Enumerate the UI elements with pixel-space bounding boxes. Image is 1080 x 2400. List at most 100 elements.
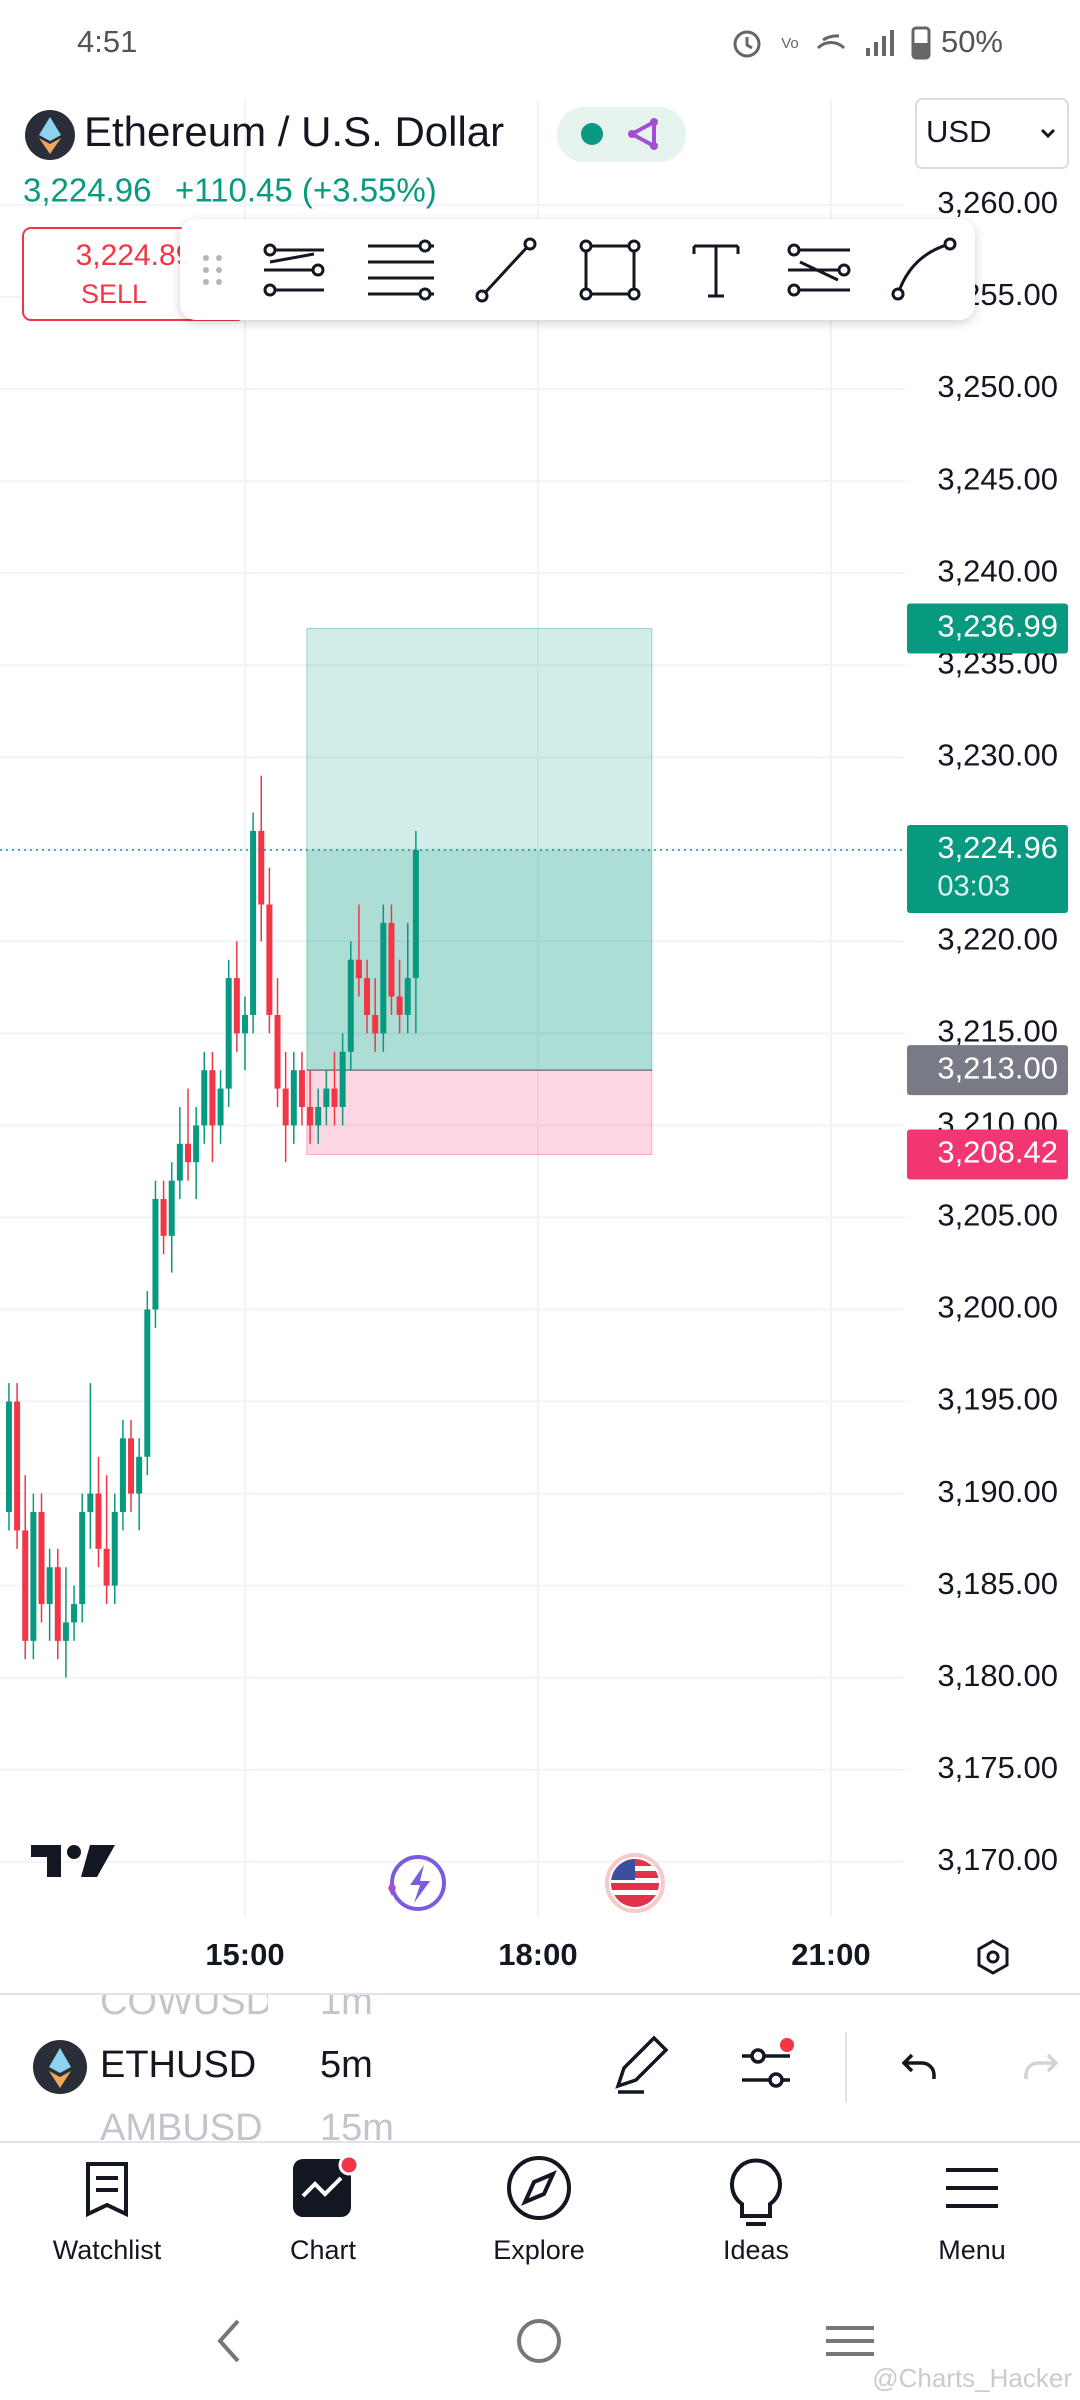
candle-body bbox=[323, 1088, 330, 1107]
target-price-label: 3,236.99 bbox=[937, 609, 1058, 644]
candle-body bbox=[380, 922, 387, 1034]
candle-body bbox=[266, 904, 273, 1015]
candle-body bbox=[298, 1070, 305, 1107]
candle-body bbox=[168, 1180, 175, 1236]
explore-icon[interactable] bbox=[507, 2156, 571, 2220]
slider-knob bbox=[768, 2072, 784, 2088]
entry-price-label-bg bbox=[907, 1045, 1068, 1096]
chart-icon[interactable] bbox=[293, 2159, 351, 2217]
undo[interactable] bbox=[901, 2053, 936, 2079]
current-interval[interactable]: 5m bbox=[320, 2044, 373, 2086]
nav-label[interactable]: Chart bbox=[290, 2235, 357, 2265]
candle-body bbox=[250, 830, 257, 1015]
eth-logo bbox=[25, 110, 75, 160]
menu-icon[interactable] bbox=[946, 2168, 998, 2208]
candle-body bbox=[282, 1088, 289, 1126]
compass-needle bbox=[521, 2170, 557, 2206]
watermark: @Charts_Hacker bbox=[872, 2363, 1072, 2393]
symbol-title[interactable]: Ethereum / U.S. Dollar bbox=[84, 108, 504, 155]
y-tick-label: 3,190.00 bbox=[937, 1474, 1058, 1509]
y-tick-label: 3,245.00 bbox=[937, 461, 1058, 496]
chart-badge bbox=[338, 2154, 360, 2176]
y-tick-label: 3,185.00 bbox=[937, 1566, 1058, 1601]
alerts-icon[interactable] bbox=[388, 1855, 446, 1911]
system-recents[interactable] bbox=[826, 2326, 874, 2356]
market-status-pill[interactable] bbox=[557, 107, 686, 162]
tradingview-logo bbox=[31, 1845, 115, 1877]
ideas-icon[interactable] bbox=[730, 2158, 782, 2226]
battery: 50% bbox=[941, 24, 1003, 59]
watchlist-icon[interactable] bbox=[86, 2162, 128, 2218]
candle-body bbox=[184, 1143, 191, 1163]
last-price-label: 3,224.96 bbox=[937, 830, 1058, 865]
candle-body bbox=[233, 978, 240, 1034]
candle-body bbox=[315, 1106, 322, 1126]
slider-knob bbox=[750, 2048, 766, 2064]
candle-body bbox=[71, 1604, 78, 1623]
nav-label[interactable]: Watchlist bbox=[53, 2235, 162, 2265]
candle-body bbox=[217, 1088, 224, 1126]
candle-body bbox=[241, 1014, 248, 1034]
candle-body bbox=[193, 1125, 200, 1163]
next-interval: 15m bbox=[320, 2107, 394, 2149]
candle-body bbox=[14, 1401, 21, 1531]
y-tick-label: 3,205.00 bbox=[937, 1198, 1058, 1233]
current-symbol[interactable]: ETHUSD bbox=[100, 2044, 256, 2086]
last-price: 3,224.96 bbox=[23, 172, 151, 209]
candle-body bbox=[144, 1309, 151, 1457]
nav-label[interactable]: Explore bbox=[493, 2235, 585, 2265]
chart-settings[interactable] bbox=[977, 1939, 1009, 1975]
candle-body bbox=[152, 1199, 159, 1310]
currency-label: USD bbox=[926, 114, 991, 149]
sell-price: 3,224.89 bbox=[76, 239, 193, 272]
entry-price-label: 3,213.00 bbox=[937, 1050, 1058, 1085]
symbol-bar[interactable]: COWUSD ETHUSD AMBUSD 1m 5m 15m bbox=[100, 1981, 394, 2149]
time-axis: 15:00 18:00 21:00 bbox=[205, 1937, 870, 1972]
candle-body bbox=[388, 922, 395, 997]
next-symbol: AMBUSD bbox=[100, 2107, 263, 2149]
y-tick-label: 3,260.00 bbox=[937, 185, 1058, 220]
candle-body bbox=[339, 1051, 346, 1107]
candle-body bbox=[258, 830, 265, 905]
status-time: 4:51 bbox=[77, 24, 137, 59]
drawing-toolbar[interactable] bbox=[180, 219, 975, 320]
y-tick-label: 3,250.00 bbox=[937, 369, 1058, 404]
candle-body bbox=[347, 959, 354, 1052]
open-profit-zone bbox=[306, 849, 652, 1071]
chart-area[interactable]: 3,170.00 3,175.00 3,180.00 3,185.00 3,190.00… bbox=[0, 100, 1080, 1917]
candle-body bbox=[46, 1567, 53, 1605]
sell-label: SELL bbox=[81, 279, 147, 309]
candle-body bbox=[119, 1438, 126, 1512]
nav-label[interactable]: Ideas bbox=[723, 2235, 789, 2265]
economic-calendar-flag[interactable] bbox=[605, 1853, 665, 1913]
countdown-label: 03:03 bbox=[937, 871, 1010, 903]
candle-body bbox=[331, 1088, 338, 1107]
bottom-nav[interactable]: Watchlist Chart Explore Ideas Menu bbox=[53, 2235, 1006, 2265]
candle-body bbox=[62, 1622, 69, 1641]
stop-zone bbox=[306, 1069, 653, 1155]
currency-select[interactable]: USD bbox=[915, 98, 1069, 169]
system-home[interactable] bbox=[517, 2319, 561, 2363]
y-tick-label: 3,195.00 bbox=[937, 1382, 1058, 1417]
notification-dot bbox=[780, 2038, 794, 2052]
candle-body bbox=[79, 1511, 86, 1605]
last-price-label-bg bbox=[907, 824, 1068, 913]
system-back[interactable] bbox=[217, 2319, 240, 2363]
prev-symbol: COWUSD bbox=[100, 1981, 273, 2023]
y-tick-label: 3,240.00 bbox=[937, 553, 1058, 588]
candle-body bbox=[201, 1070, 208, 1126]
nav-icons bbox=[86, 2156, 998, 2226]
candle-body bbox=[307, 1106, 314, 1126]
candle-body bbox=[136, 1456, 143, 1494]
candle-body bbox=[209, 1070, 216, 1126]
chart-settings-dot bbox=[986, 1950, 1000, 1964]
draw-tool[interactable] bbox=[615, 2035, 669, 2094]
nav-label[interactable]: Menu bbox=[938, 2235, 1006, 2265]
candle-body bbox=[95, 1493, 102, 1549]
candle-body bbox=[38, 1511, 45, 1605]
symbol-logo bbox=[33, 2040, 87, 2094]
candle-body bbox=[290, 1070, 297, 1126]
candle-body bbox=[355, 959, 362, 979]
